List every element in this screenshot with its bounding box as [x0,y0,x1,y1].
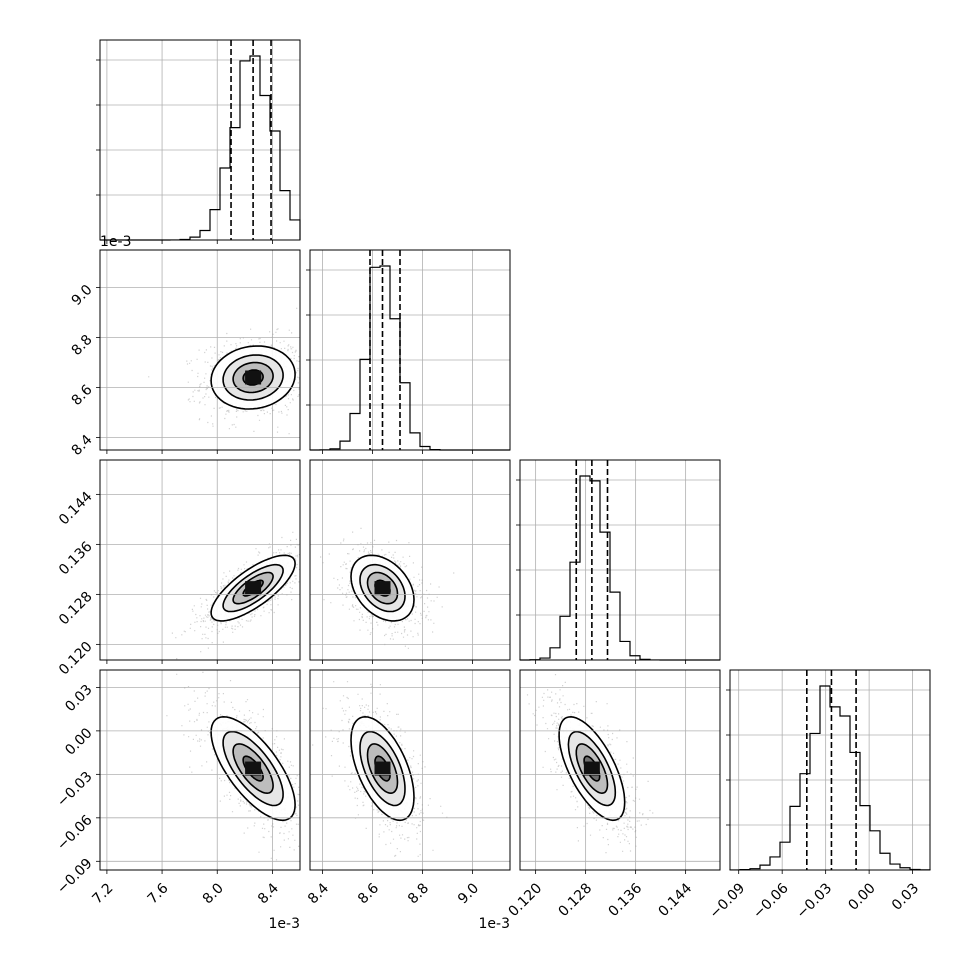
xtick-label-1-0: 8.4 [305,880,332,907]
scatter-3-0 [166,671,300,861]
xtick-label-3-2: −0.03 [794,880,836,922]
x-offset-label-0: 1e-3 [269,916,300,932]
density-peak [374,581,391,596]
xtick-label-1-1: 8.6 [355,880,382,907]
histogram-3 [729,685,931,871]
ytick-label-1-0: 8.4 [69,432,96,459]
ytick-label-2-0: 0.120 [56,639,96,679]
panel-frame [519,669,721,871]
ytick-label-2-1: 0.128 [56,589,96,629]
histogram-0 [100,55,301,241]
xtick-label-2-1: 0.128 [556,880,596,920]
xtick-label-0-3: 8.4 [255,880,282,907]
density-peak [245,761,262,776]
panel-frame [519,459,721,661]
density-peak [245,581,262,596]
panel-3-1: 8.4 8.6 8.8 9.0 1e-3 [305,669,511,932]
y-offset-label-1: 1e-3 [100,234,131,250]
xtick-label-2-0: 0.120 [506,880,546,920]
xtick-label-0-2: 8.0 [200,880,227,907]
ytick-label-3-4: 0.03 [62,682,95,715]
panel-0-0 [96,39,301,244]
panels: 8.48.68.89.00.1200.1280.1360.144−0.09−0.… [54,39,931,932]
xtick-label-2-2: 0.136 [606,880,646,920]
xtick-label-1-2: 8.8 [405,880,432,907]
x-offset-label-1: 1e-3 [479,916,510,932]
scatter-points [526,674,654,854]
xtick-label-0-1: 7.6 [145,880,172,907]
xtick-label-3-3: 0.00 [845,880,878,913]
panel-frame [99,249,301,451]
xtick-label-3-0: −0.09 [707,880,749,922]
panel-3-3: −0.09 −0.06 −0.03 0.00 0.03 [707,669,931,922]
xtick-label-3-1: −0.06 [750,880,792,922]
panel-frame [99,459,301,661]
xtick-label-2-3: 0.144 [656,880,696,920]
panel-3-0: −0.09−0.06−0.03 0.00 0.03 7.2 7.6 8.0 8.4 1e-3 [54,669,301,932]
ytick-label-2-3: 0.144 [56,489,96,529]
xtick-label-0-0: 7.2 [89,880,116,907]
density-peak [583,761,600,776]
panel-frame [309,459,511,661]
ytick-label-3-2: −0.03 [54,769,96,811]
ytick-label-1-2: 8.8 [69,332,96,359]
xtick-label-1-3: 9.0 [455,880,482,907]
panel-1-1 [306,249,511,454]
panel-frame [729,669,931,871]
panel-1-0: 8.4 8.6 8.8 9.0 [69,249,301,459]
panel-3-2: 0.120 0.128 0.136 0.144 [506,669,721,920]
panel-frame [99,39,301,241]
panel-frame [309,669,511,871]
scatter-3-2 [526,674,654,854]
scatter-2-0 [171,531,300,660]
ytick-label-1-1: 8.6 [69,382,96,409]
histogram-1 [309,265,510,451]
scatter-3-1 [312,681,448,857]
ytick-label-3-1: −0.06 [54,812,96,854]
ytick-label-3-3: 0.00 [62,725,95,758]
density-peak [245,370,262,385]
panel-frame [99,669,301,871]
panel-frame [309,249,511,451]
ytick-label-1-3: 9.0 [69,282,96,309]
panel-2-0: 0.120 0.128 0.136 0.144 [56,459,301,679]
scatter-2-1 [320,527,455,649]
xtick-label-3-4: 0.03 [889,880,922,913]
scatter-1-0 [148,307,300,435]
histogram-2 [519,475,720,661]
ytick-label-2-2: 0.136 [56,539,96,579]
panel-2-2 [516,459,721,664]
ytick-label-3-0: −0.09 [54,856,96,898]
density-peak [374,761,391,776]
panel-2-1 [309,459,511,664]
